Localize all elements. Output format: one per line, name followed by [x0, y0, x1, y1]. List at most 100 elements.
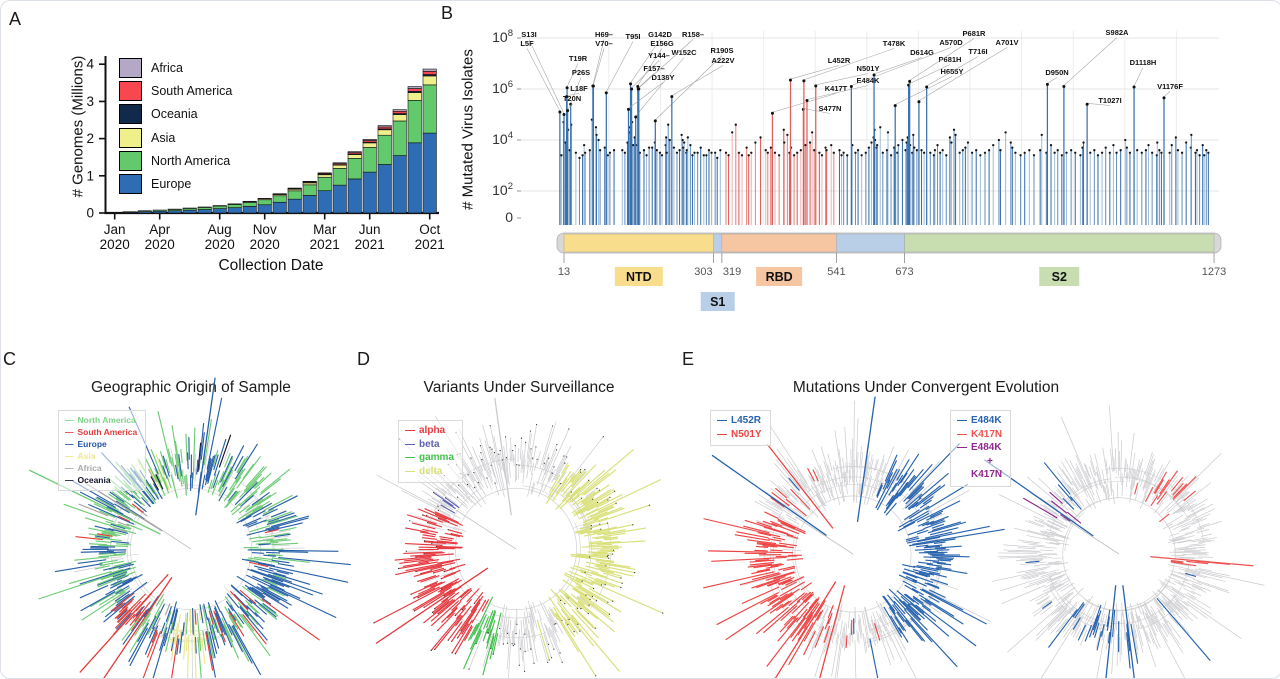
legend-label: beta: [419, 438, 440, 452]
bar-segment: [138, 211, 151, 212]
bar-segment: [303, 181, 316, 182]
mutation-label: S13I: [521, 30, 536, 39]
bar-segment: [348, 179, 361, 213]
bar-segment: [273, 196, 286, 202]
legend-item: — Africa: [65, 462, 137, 474]
bar-segment: [273, 195, 286, 196]
bar-segment: [333, 165, 346, 168]
legend-label: K417N: [971, 428, 1002, 442]
legend-swatch: [119, 151, 142, 171]
legend-label: Africa: [78, 462, 102, 474]
legend-dash: —: [65, 462, 74, 474]
legend-swatch: [119, 128, 142, 148]
bar-segment: [363, 172, 376, 213]
chart-a-x-axis-label: Collection Date: [106, 257, 436, 275]
bar-segment: [318, 177, 331, 190]
legend-item: —E484K: [957, 414, 1002, 428]
bar-segment: [228, 204, 241, 205]
convergent-right-legend: —E484K—K417N—E484K+K417N: [950, 410, 1011, 487]
legend-label: North America: [151, 154, 230, 168]
bar-segment: [333, 185, 346, 213]
bar-segment: [408, 89, 421, 92]
legend-dash: —: [65, 414, 74, 426]
legend-swatch: [119, 58, 142, 78]
mutation-label: D1118H: [1130, 58, 1157, 67]
legend-item: — N501Y: [717, 428, 762, 442]
svg-text:Apr: Apr: [149, 222, 171, 237]
svg-text:319: 319: [723, 266, 741, 278]
legend-label: South America: [78, 426, 138, 438]
bar-segment: [288, 199, 301, 213]
bar-segment: [363, 143, 376, 148]
bar-segment: [363, 147, 376, 172]
bar-segment: [333, 168, 346, 185]
bar-segment: [243, 206, 256, 213]
svg-text:2021: 2021: [310, 237, 340, 252]
bar-segment: [393, 111, 406, 113]
legend-item: —Oceania: [65, 474, 137, 486]
legend-item: —alpha: [405, 424, 454, 438]
variants-legend: —alpha—beta—gamma—delta: [398, 420, 463, 483]
bar-segment: [408, 100, 421, 142]
mutation-label: L18F: [570, 84, 588, 93]
bar-segment: [333, 163, 346, 164]
mutation-label: R158–: [682, 30, 704, 39]
legend-item: — South America: [65, 426, 137, 438]
svg-text:Oct: Oct: [419, 222, 440, 237]
bar-segment: [198, 210, 211, 213]
y-tick-label: 106: [492, 79, 513, 96]
bar-segment: [408, 87, 421, 89]
svg-text:2020: 2020: [145, 237, 175, 252]
svg-text:1: 1: [86, 168, 94, 183]
legend-item: Africa: [119, 58, 232, 78]
legend-dash: —: [405, 465, 415, 479]
bar-segment: [213, 209, 226, 213]
legend-dash: —: [65, 450, 74, 462]
legend-label: Europe: [78, 438, 107, 450]
legend-dash: —: [405, 438, 415, 452]
legend-label: N501Y: [731, 428, 762, 442]
legend-item: — L452R: [717, 414, 762, 428]
legend-swatch: [119, 81, 142, 101]
bar-segment: [393, 110, 406, 112]
legend-dash: —: [405, 451, 415, 465]
bar-segment: [423, 133, 436, 213]
mutation-label: V1176F: [1157, 82, 1183, 91]
legend-dash: —: [405, 424, 415, 438]
mutation-label: S982A: [1106, 28, 1130, 37]
mutation-label: A701V: [996, 38, 1019, 47]
mutation-label: S477N: [819, 104, 842, 113]
chart-a-y-axis-label: # Genomes (Millions): [70, 12, 87, 242]
legend-label: Asia: [151, 131, 175, 145]
svg-text:Aug: Aug: [208, 222, 232, 237]
legend-label: Oceania: [151, 107, 198, 121]
legend-item: —Asia: [65, 450, 137, 462]
legend-label: L452R: [731, 414, 761, 428]
convergent-left-legend: — L452R — N501Y: [710, 410, 771, 446]
legend-dash: —: [65, 426, 74, 438]
bar-segment: [363, 139, 376, 140]
svg-text:S2: S2: [1052, 270, 1067, 284]
mutation-label: E156G: [650, 39, 674, 48]
bar-segment: [423, 76, 436, 85]
mutation-label: E484K: [857, 76, 881, 85]
mutation-label: T19R: [569, 54, 588, 63]
bar-segment: [228, 208, 241, 213]
bar-segment: [228, 204, 241, 207]
mutation-label: H69–: [595, 30, 613, 39]
y-tick-label: 104: [492, 130, 513, 147]
mutation-label: P681R: [963, 29, 987, 38]
legend-dash: —: [717, 428, 727, 442]
svg-text:RBD: RBD: [766, 270, 793, 284]
bar-segment: [273, 202, 286, 213]
svg-text:2020: 2020: [250, 237, 280, 252]
mutation-label: N501Y: [857, 64, 880, 73]
y-tick-label: 108: [492, 28, 513, 45]
mutation-label: P26S: [572, 68, 590, 77]
legend-dash: —: [65, 474, 74, 486]
legend-item: —K417N: [957, 428, 1002, 442]
legend-dash: —: [717, 414, 727, 428]
legend-label: gamma: [419, 451, 454, 465]
bar-segment: [288, 191, 301, 199]
svg-text:S1: S1: [710, 295, 725, 309]
